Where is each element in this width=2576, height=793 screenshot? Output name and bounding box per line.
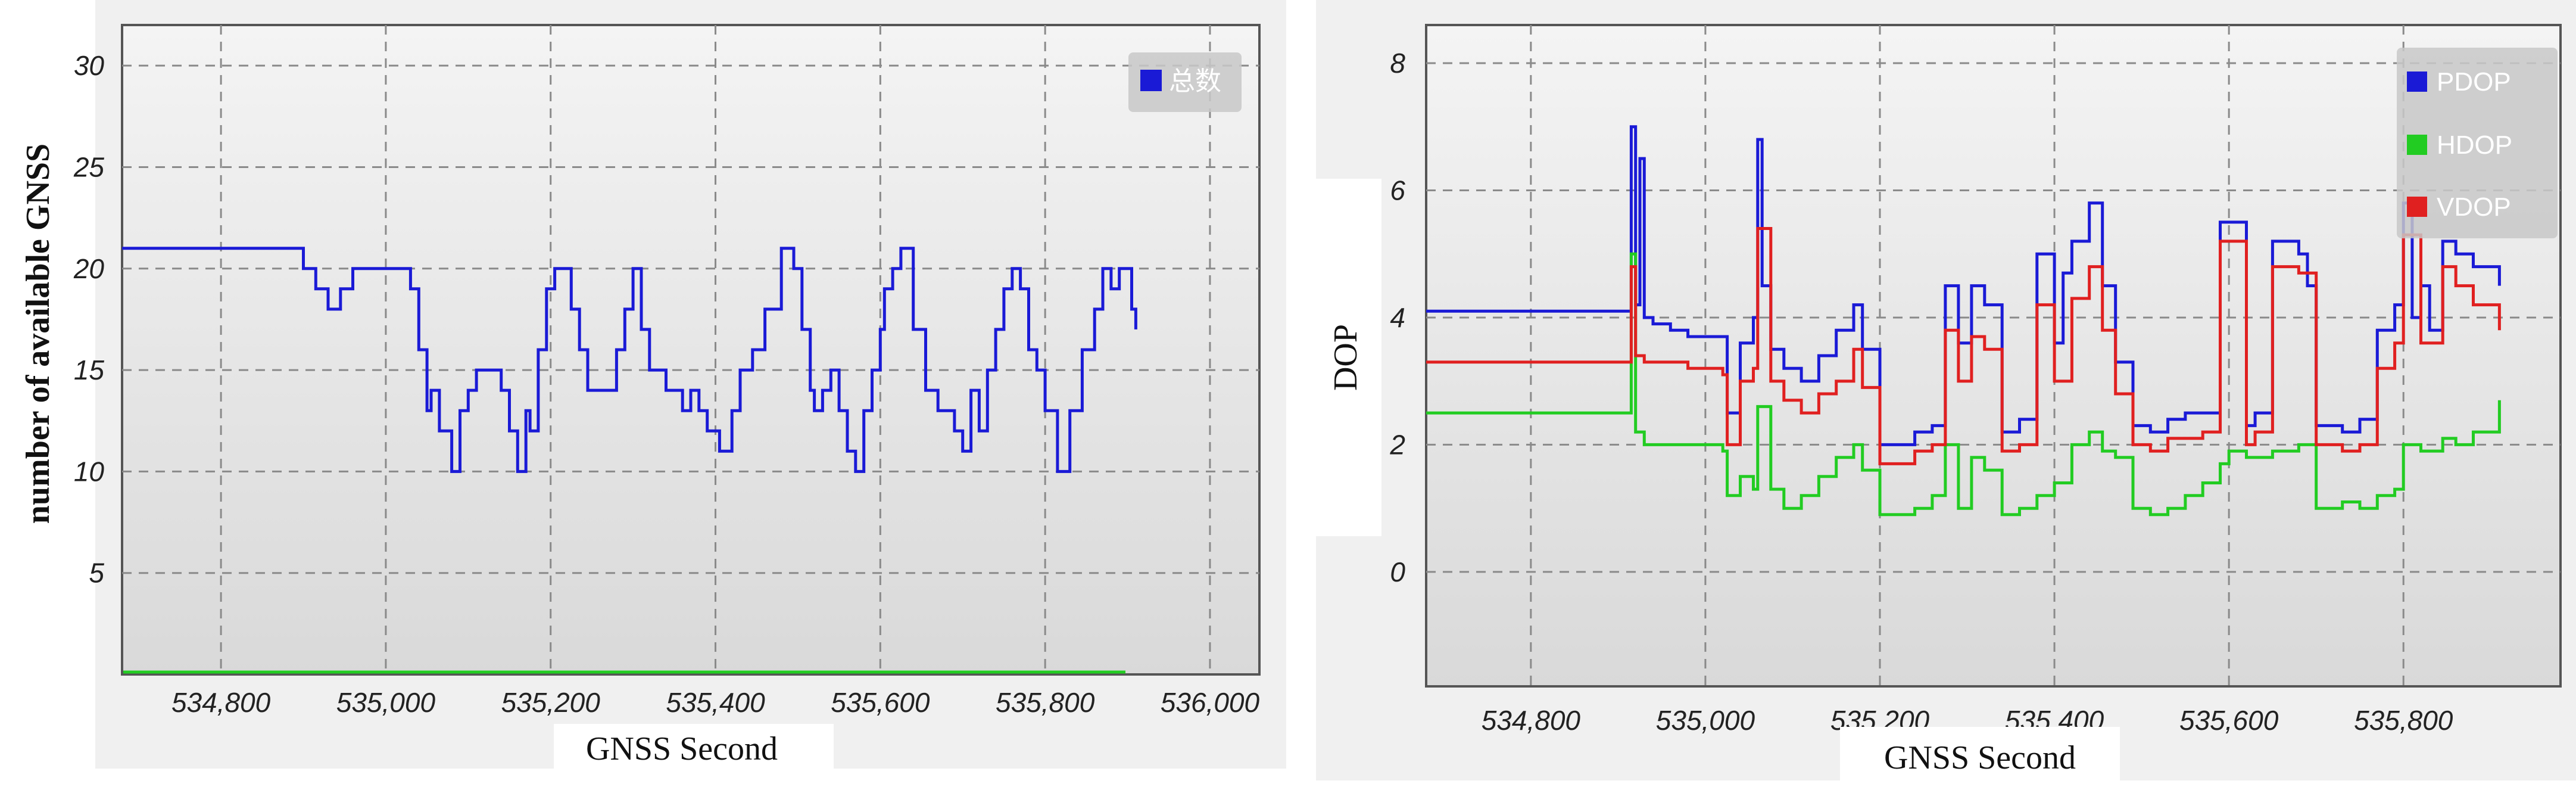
chart-left-plot-area [121,24,1261,676]
y-tick-label: 2 [1389,429,1405,460]
chart-right-xlabel-box [1840,727,2120,780]
chart-left-legend: 总数 [1128,52,1242,112]
chart-right-xlabel: GNSS Second [1884,739,2076,776]
x-tick-label: 536,000 [1161,687,1260,718]
y-tick-label: 8 [1390,48,1405,79]
chart-left-legend-swatch [1140,70,1162,91]
chart-right-series [1426,125,2501,517]
chart-left-yticks: 5 10 15 20 25 30 [73,50,105,589]
chart-right-legend: PDOP HDOP VDOP [2397,48,2558,238]
y-tick-label: 15 [74,354,105,385]
x-tick-label: 535,600 [831,687,930,718]
x-tick-label: 534,800 [1482,705,1581,736]
chart-right-legend-label-vdop: VDOP [2437,192,2511,222]
chart-right-legend-label-pdop: PDOP [2437,67,2511,97]
chart-left-xlabel: GNSS Second [586,730,778,767]
chart-left-ylabel: number of available GNSS [20,144,57,524]
y-tick-label: 25 [73,151,105,182]
y-tick-label: 10 [74,456,105,487]
chart-right-grid [1426,25,2561,686]
chart-left-ylabel-box [12,36,63,620]
chart-left-series [122,247,1137,473]
series-line-vdop [1426,227,2501,465]
chart-left-legend-box [1128,52,1242,112]
x-tick-label: 535,600 [2179,705,2279,736]
x-tick-label: 534,800 [171,687,271,718]
x-tick-label: 535,200 [501,687,601,718]
chart-right-legend-swatch-hdop [2407,135,2427,155]
chart-right-ylabel-box [1316,179,1381,536]
x-tick-label: 535,000 [336,687,436,718]
series-line-total [122,247,1137,473]
x-tick-label: 535,000 [1656,705,1755,736]
y-tick-label: 4 [1390,302,1405,333]
chart-left-xlabel-box [554,724,834,772]
y-tick-label: 20 [73,253,105,284]
chart-right-legend-swatch-pdop [2407,71,2427,92]
y-tick-label: 6 [1390,175,1405,206]
chart-right-yticks: 0 2 4 6 8 [1389,48,1405,587]
x-tick-label: 535,400 [666,687,765,718]
y-tick-label: 5 [89,558,104,589]
chart-right-legend-swatch-vdop [2407,197,2427,217]
series-line-hdop [1426,252,2501,517]
y-tick-label: 0 [1390,556,1405,587]
x-tick-label: 535,800 [996,687,1095,718]
chart-left-grid [122,25,1259,674]
y-tick-label: 30 [74,50,105,81]
chart-left-legend-label: 总数 [1169,67,1221,96]
x-tick-label: 535,800 [2354,705,2453,736]
chart-right-legend-box [2397,48,2558,238]
chart-left-xticks: 534,800 535,000 535,200 535,400 535,600 535,8… [171,687,1260,718]
series-line-pdop [1426,125,2501,446]
chart-right-legend-label-hdop: HDOP [2437,130,2512,160]
chart-left: 5 10 15 20 25 30 534,800 535,000 535,200 535,400… [12,0,1286,772]
chart-right-plot-area [1425,24,2562,688]
chart-right-ylabel: DOP [1327,324,1364,391]
